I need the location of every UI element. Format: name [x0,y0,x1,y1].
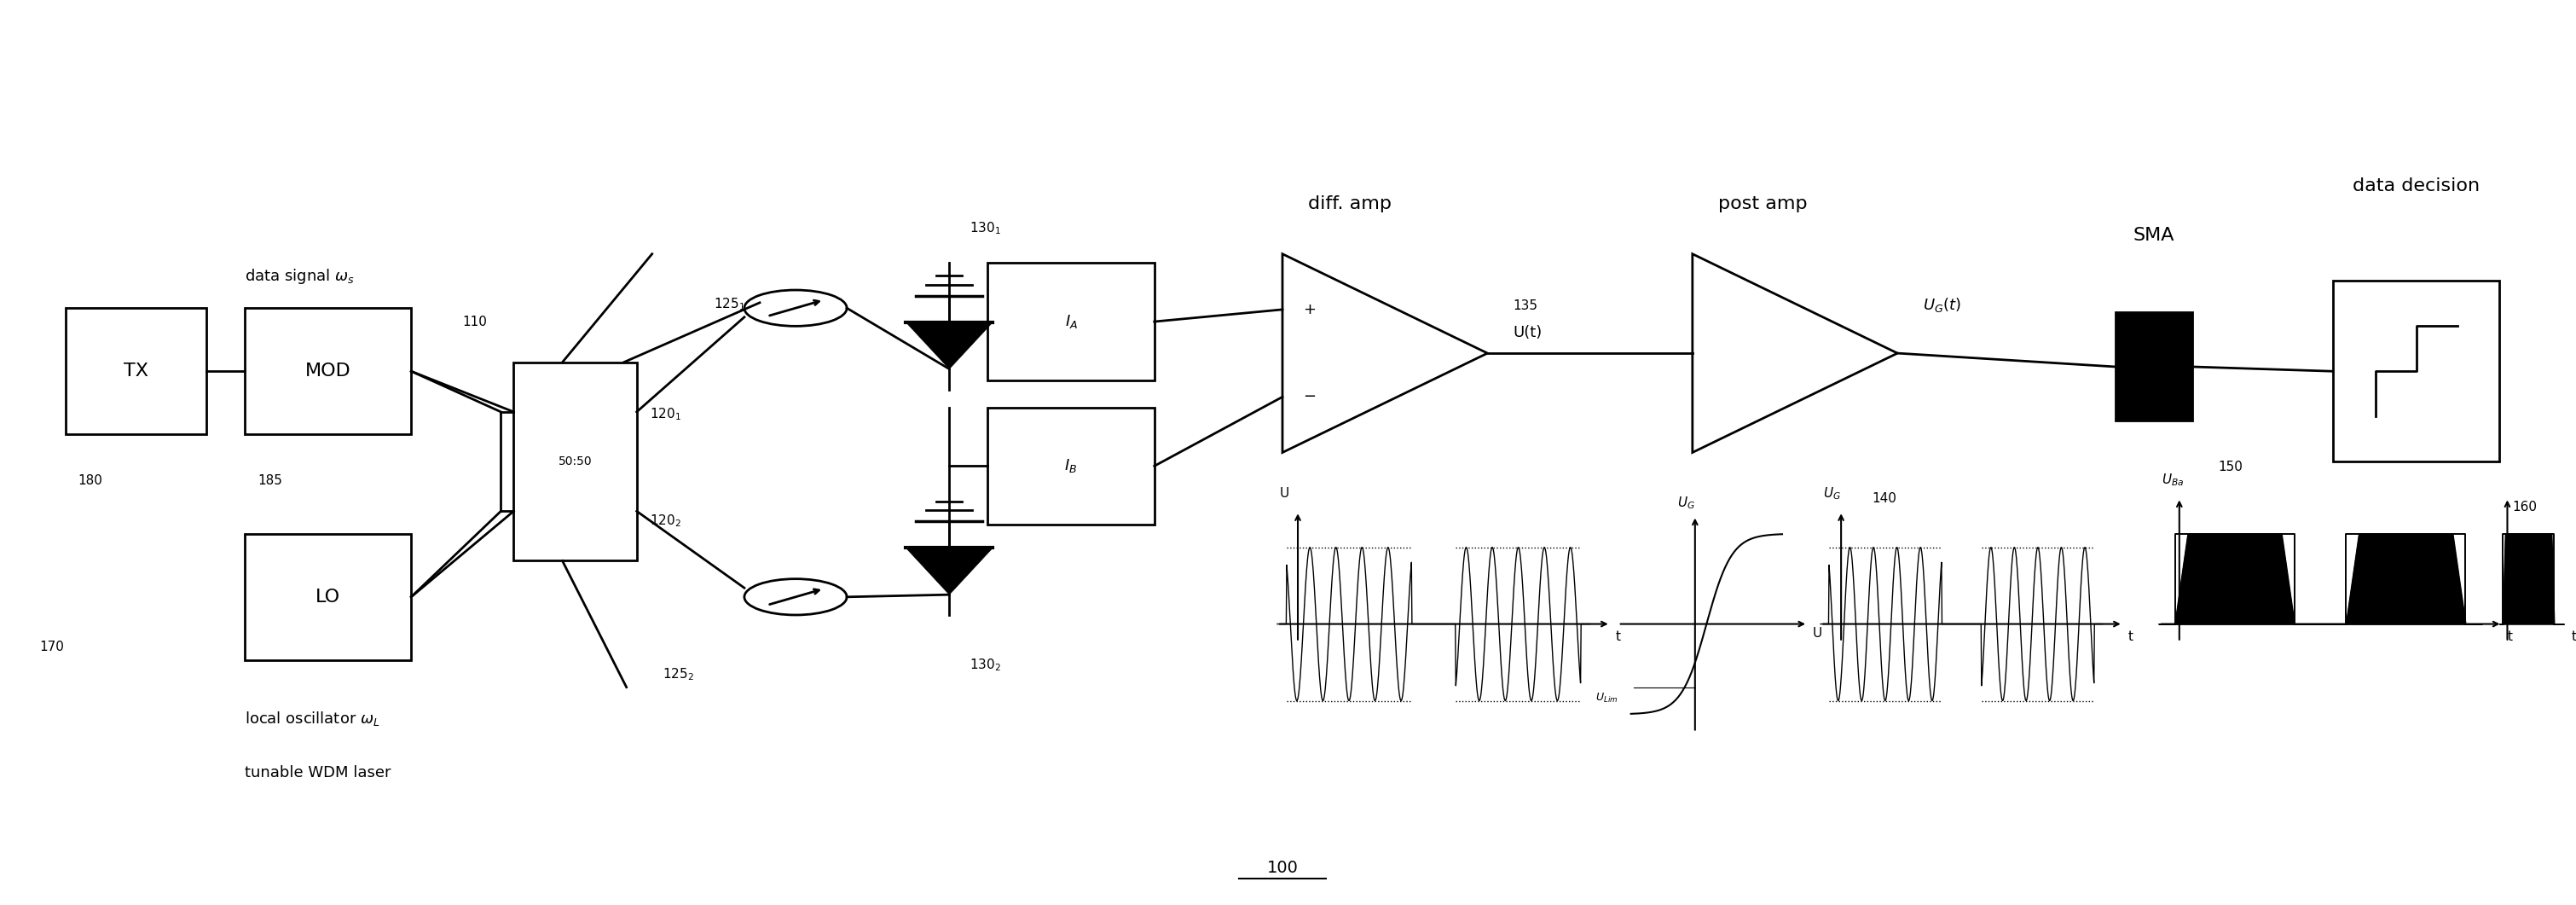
Text: 185: 185 [258,474,281,487]
Text: 100: 100 [1267,860,1298,876]
Text: t: t [2571,630,2576,643]
Text: $U_{Lim}$: $U_{Lim}$ [1595,691,1618,704]
Text: post amp: post amp [1718,195,1808,212]
Text: $125_2$: $125_2$ [662,666,693,682]
Text: t: t [2128,630,2133,643]
Text: t: t [1615,630,1620,643]
Text: $125_1$: $125_1$ [714,296,744,312]
Text: $130_1$: $130_1$ [969,221,1002,236]
Text: MOD: MOD [304,363,350,380]
Text: LO: LO [314,588,340,605]
Text: $I_B$: $I_B$ [1064,458,1077,474]
Text: $U_{Ba}$: $U_{Ba}$ [2161,472,2184,488]
Text: 160: 160 [2512,501,2537,514]
Text: data decision: data decision [2352,177,2481,195]
Text: 50:50: 50:50 [559,455,592,468]
Text: 140: 140 [1873,492,1896,505]
Text: data signal $\omega_s$: data signal $\omega_s$ [245,267,355,286]
Text: SMA: SMA [2133,227,2174,243]
Text: U: U [1814,627,1821,640]
Text: 135: 135 [1512,300,1538,312]
Bar [2115,312,2192,421]
Text: 180: 180 [77,474,103,487]
Bar [513,362,636,561]
Text: U: U [1280,488,1291,500]
Text: $U_G$: $U_G$ [1824,486,1842,501]
Text: $U_G$: $U_G$ [1677,495,1695,510]
Text: 150: 150 [2218,461,2241,473]
Bar [987,407,1154,525]
Text: $120_1$: $120_1$ [649,406,680,422]
Bar [245,308,412,434]
Text: $130_2$: $130_2$ [969,657,1002,673]
Text: TX: TX [124,363,147,380]
Text: +: + [1303,302,1316,317]
Text: diff. amp: diff. amp [1309,195,1391,212]
Text: $120_2$: $120_2$ [649,513,680,529]
Text: t: t [2506,630,2512,643]
Text: $I_A$: $I_A$ [1064,313,1077,330]
Text: $U_G(t)$: $U_G(t)$ [1924,296,1960,314]
Text: tunable WDM laser: tunable WDM laser [245,766,392,781]
Text: local oscillator $\omega_L$: local oscillator $\omega_L$ [245,710,379,728]
Polygon shape [907,548,992,595]
Text: 110: 110 [464,316,487,329]
Text: −: − [1303,389,1316,405]
Text: U(t): U(t) [1512,326,1543,341]
Bar [245,534,412,660]
Text: 170: 170 [39,641,64,653]
Bar [64,308,206,434]
Polygon shape [907,322,992,369]
Bar [987,263,1154,380]
Bar [2334,281,2499,462]
